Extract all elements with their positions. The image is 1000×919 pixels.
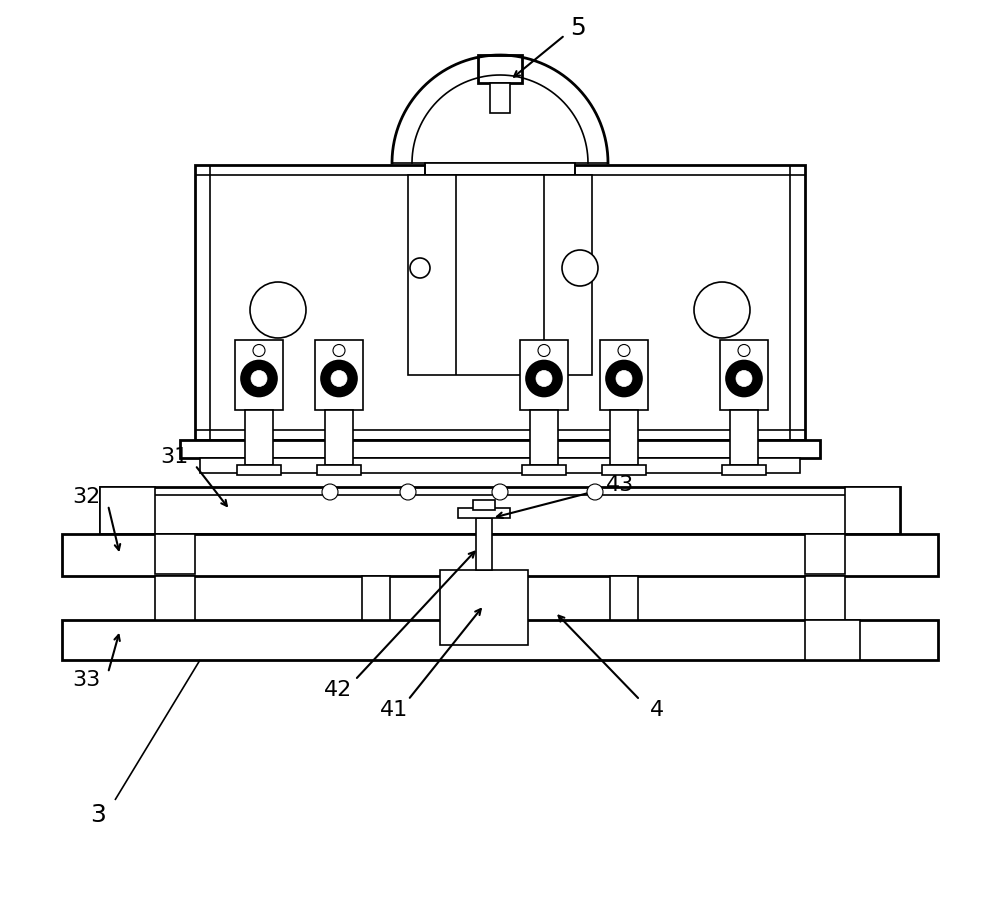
Text: 5: 5 xyxy=(570,16,586,40)
Bar xyxy=(180,440,820,458)
Bar xyxy=(805,620,860,660)
Bar xyxy=(473,500,495,510)
Text: 41: 41 xyxy=(380,700,408,720)
Bar xyxy=(610,410,638,465)
Text: 33: 33 xyxy=(72,670,100,690)
Bar xyxy=(315,340,363,410)
Bar xyxy=(610,576,638,620)
Circle shape xyxy=(333,345,345,357)
Bar xyxy=(100,487,900,534)
Text: 32: 32 xyxy=(72,487,100,507)
Bar xyxy=(62,620,938,660)
Bar xyxy=(600,340,648,410)
Text: 31: 31 xyxy=(160,447,188,467)
Text: 42: 42 xyxy=(324,680,352,700)
Bar xyxy=(530,410,558,465)
Circle shape xyxy=(251,370,267,387)
Bar xyxy=(155,576,195,620)
Circle shape xyxy=(400,484,416,500)
Bar xyxy=(440,570,528,645)
Bar xyxy=(200,458,800,473)
Bar xyxy=(408,175,592,375)
Circle shape xyxy=(253,345,265,357)
Bar xyxy=(722,465,766,475)
Circle shape xyxy=(587,484,603,500)
Bar xyxy=(490,83,510,113)
Circle shape xyxy=(526,360,562,396)
Bar xyxy=(425,163,575,175)
Circle shape xyxy=(738,345,750,357)
Circle shape xyxy=(410,258,430,278)
Bar xyxy=(317,465,361,475)
Bar xyxy=(720,340,768,410)
Bar xyxy=(476,518,492,570)
Bar xyxy=(362,576,390,620)
Bar xyxy=(478,55,522,83)
Circle shape xyxy=(618,345,630,357)
Bar xyxy=(602,465,646,475)
Circle shape xyxy=(250,282,306,338)
Circle shape xyxy=(321,360,357,396)
Circle shape xyxy=(616,370,632,387)
Text: 43: 43 xyxy=(606,475,634,495)
Circle shape xyxy=(241,360,277,396)
Bar xyxy=(325,410,353,465)
Circle shape xyxy=(694,282,750,338)
Bar xyxy=(845,487,900,534)
Circle shape xyxy=(538,345,550,357)
Bar xyxy=(730,410,758,465)
Bar xyxy=(100,487,155,534)
Bar xyxy=(805,534,845,574)
Circle shape xyxy=(736,370,752,387)
Circle shape xyxy=(562,250,598,286)
Bar xyxy=(520,340,568,410)
Circle shape xyxy=(726,360,762,396)
Text: 4: 4 xyxy=(650,700,664,720)
Bar xyxy=(195,165,805,440)
Circle shape xyxy=(492,484,508,500)
Bar xyxy=(62,534,938,576)
Circle shape xyxy=(606,360,642,396)
Circle shape xyxy=(331,370,347,387)
Bar xyxy=(805,576,845,620)
Bar xyxy=(155,534,195,574)
Bar xyxy=(245,410,273,465)
Bar xyxy=(522,465,566,475)
Circle shape xyxy=(322,484,338,500)
Bar xyxy=(458,508,510,518)
Circle shape xyxy=(536,370,552,387)
Bar xyxy=(237,465,281,475)
Text: 3: 3 xyxy=(90,803,106,827)
Bar xyxy=(235,340,283,410)
